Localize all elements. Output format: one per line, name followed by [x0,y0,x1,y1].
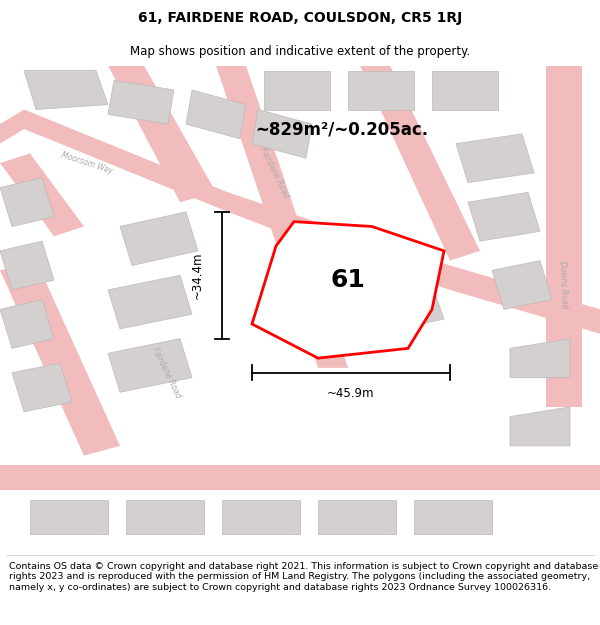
Polygon shape [264,71,330,109]
Polygon shape [414,499,492,534]
Polygon shape [108,66,216,202]
Polygon shape [252,222,444,358]
Text: Map shows position and indicative extent of the property.: Map shows position and indicative extent… [130,45,470,58]
Text: ~829m²/~0.205ac.: ~829m²/~0.205ac. [256,120,428,138]
Polygon shape [510,407,570,446]
Polygon shape [0,299,54,348]
Polygon shape [360,66,480,261]
Polygon shape [222,499,300,534]
Text: 61: 61 [331,268,365,292]
Polygon shape [0,466,600,490]
Text: Contains OS data © Crown copyright and database right 2021. This information is : Contains OS data © Crown copyright and d… [9,562,598,591]
Polygon shape [0,109,228,212]
Text: Fairdene Road: Fairdene Road [258,146,290,199]
Polygon shape [12,363,72,412]
Polygon shape [216,66,348,368]
Polygon shape [456,134,534,182]
Polygon shape [318,499,396,534]
Text: Moorsom Way: Moorsom Way [348,241,403,261]
Text: Moorsom Way: Moorsom Way [60,151,114,176]
Polygon shape [228,192,600,334]
Polygon shape [30,499,108,534]
Text: ~34.4m: ~34.4m [191,251,204,299]
Polygon shape [546,66,582,407]
Polygon shape [186,90,246,139]
Polygon shape [24,71,108,109]
Text: 61, FAIRDENE ROAD, COULSDON, CR5 1RJ: 61, FAIRDENE ROAD, COULSDON, CR5 1RJ [138,11,462,26]
Polygon shape [0,153,84,236]
Text: Downs Road: Downs Road [558,261,569,309]
Text: ~45.9m: ~45.9m [327,388,375,401]
Polygon shape [432,71,498,109]
Polygon shape [0,261,120,456]
Polygon shape [468,192,540,241]
Polygon shape [510,339,570,377]
Polygon shape [252,109,312,158]
Polygon shape [492,261,552,309]
Polygon shape [0,177,54,226]
Polygon shape [384,285,444,329]
Polygon shape [126,499,204,534]
Text: Fairdene Road: Fairdene Road [150,346,182,399]
Polygon shape [108,275,192,329]
Polygon shape [108,80,174,124]
Polygon shape [0,241,54,290]
Polygon shape [108,339,192,392]
Polygon shape [120,212,198,266]
Polygon shape [348,71,414,109]
